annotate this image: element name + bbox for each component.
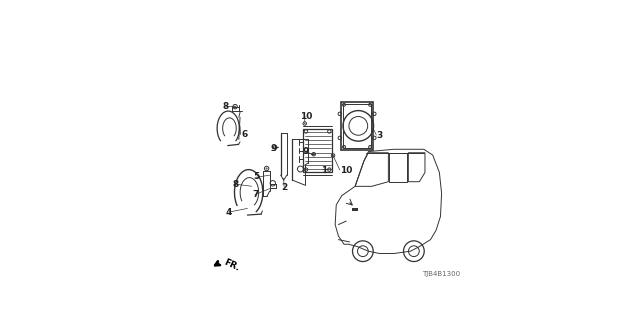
Text: 10: 10 [300, 111, 312, 121]
Text: 2: 2 [282, 183, 288, 192]
Circle shape [234, 106, 236, 108]
Text: 3: 3 [377, 131, 383, 140]
Text: FR.: FR. [222, 258, 241, 273]
Text: 5: 5 [253, 172, 260, 181]
Circle shape [370, 104, 371, 105]
Circle shape [266, 167, 268, 170]
Text: 8: 8 [233, 180, 239, 189]
FancyBboxPatch shape [352, 208, 358, 212]
Text: 6: 6 [241, 131, 248, 140]
Text: 7: 7 [252, 190, 259, 199]
Text: 9: 9 [271, 144, 277, 153]
Circle shape [370, 147, 371, 148]
Text: 1: 1 [321, 166, 328, 175]
Circle shape [275, 147, 276, 148]
Text: 9: 9 [303, 147, 309, 156]
Circle shape [313, 154, 314, 155]
Text: TJB4B1300: TJB4B1300 [422, 271, 460, 277]
Text: 10: 10 [340, 166, 352, 175]
Text: 4: 4 [226, 208, 232, 217]
Text: 8: 8 [223, 102, 228, 111]
Circle shape [332, 155, 334, 156]
Circle shape [304, 123, 305, 124]
